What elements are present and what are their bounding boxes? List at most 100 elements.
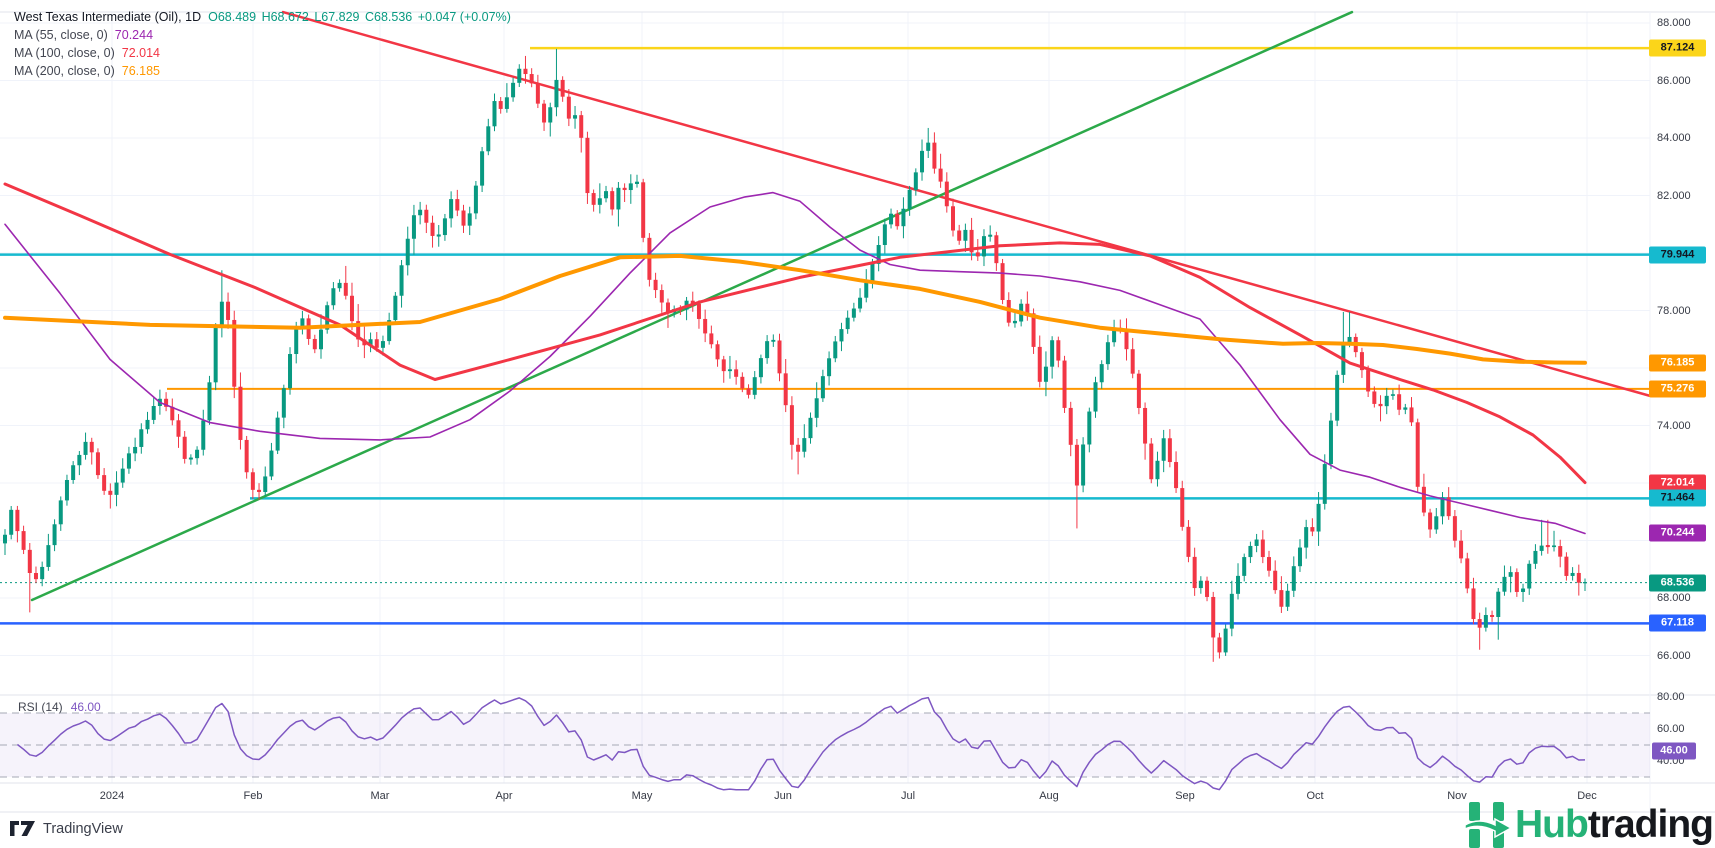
candle-body xyxy=(777,340,782,374)
candle-body xyxy=(864,282,869,298)
candle-body xyxy=(839,329,844,342)
price-level-tag: 72.014 xyxy=(1649,474,1706,492)
candle-body xyxy=(957,230,962,241)
candle-body xyxy=(1576,572,1581,583)
candle-body xyxy=(1304,527,1309,548)
candle-body xyxy=(932,142,937,169)
time-axis-label[interactable]: Sep xyxy=(1175,790,1195,802)
candle-body xyxy=(182,436,187,459)
candle-body xyxy=(356,321,361,340)
candle-body xyxy=(1322,464,1327,504)
candle-body xyxy=(703,318,708,334)
time-axis-label[interactable]: Apr xyxy=(495,790,513,802)
hub-word-green: Hub xyxy=(1515,803,1589,846)
candle-body xyxy=(1415,422,1420,487)
candle-body xyxy=(492,101,497,127)
candle-body xyxy=(653,279,658,291)
time-axis-label[interactable]: Jul xyxy=(900,790,916,802)
candle-body xyxy=(9,509,14,535)
candle-body xyxy=(27,549,32,573)
candle-body xyxy=(207,382,212,421)
candle-body xyxy=(1112,328,1117,343)
symbol-title-row: West Texas Intermediate (Oil), 1D O68.48… xyxy=(14,8,513,26)
candle-body xyxy=(1198,580,1203,589)
candle-body xyxy=(1155,460,1160,480)
price-axis-tick: 74.000 xyxy=(1657,419,1691,432)
moving-average-line[interactable] xyxy=(4,191,1586,535)
candle-body xyxy=(1167,438,1172,463)
candle-body xyxy=(511,82,516,98)
candle-body xyxy=(83,441,88,455)
candle-body xyxy=(926,142,931,151)
candle-body xyxy=(734,369,739,377)
time-axis-label[interactable]: 2024 xyxy=(99,790,125,802)
candle-body xyxy=(907,189,912,209)
candle-body xyxy=(944,181,949,207)
candle-body xyxy=(294,328,299,355)
candle-body xyxy=(1025,303,1030,314)
candle-body xyxy=(1459,540,1464,559)
candle-body xyxy=(504,97,509,109)
time-axis-label[interactable]: Jun xyxy=(774,790,792,802)
candle-body xyxy=(635,181,639,184)
candle-body xyxy=(1043,366,1048,382)
candle-body xyxy=(1068,407,1073,445)
candle-body xyxy=(554,79,559,108)
candle-body xyxy=(281,388,286,418)
moving-average-line[interactable] xyxy=(3,182,1587,485)
candle-body xyxy=(1452,516,1457,541)
candle-body xyxy=(641,182,646,238)
ma55-value: 70.244 xyxy=(114,28,154,42)
candle-body xyxy=(597,198,602,205)
candle-body xyxy=(1434,516,1439,530)
candle-body xyxy=(1149,443,1154,480)
price-level-tag: 79.944 xyxy=(1649,246,1706,264)
time-axis-label[interactable]: Dec xyxy=(1577,790,1597,802)
candle-body xyxy=(1229,593,1234,629)
price-level-tag: 87.124 xyxy=(1649,39,1706,57)
candle-body xyxy=(709,333,714,345)
candle-body xyxy=(573,115,578,119)
descending-trendline[interactable] xyxy=(281,10,1652,398)
candle-body xyxy=(238,386,243,440)
candle-body xyxy=(1223,628,1228,653)
candle-body xyxy=(1124,328,1129,350)
candle-body xyxy=(133,446,138,454)
candle-body xyxy=(380,341,385,348)
time-axis-label[interactable]: Aug xyxy=(1039,790,1059,802)
rsi-value: 46.00 xyxy=(70,700,101,714)
candle-body xyxy=(300,318,305,329)
time-axis-label[interactable]: Mar xyxy=(370,790,390,802)
candle-body xyxy=(405,238,410,266)
candle-body xyxy=(1267,557,1271,571)
candle-body xyxy=(108,490,113,495)
tradingview-attribution-link[interactable]: TradingView xyxy=(10,820,123,837)
symbol-legend: West Texas Intermediate (Oil), 1D O68.48… xyxy=(14,8,513,80)
candle-body xyxy=(213,327,218,383)
candle-body xyxy=(1297,547,1302,567)
candle-body xyxy=(1056,340,1061,361)
candle-body xyxy=(1514,572,1519,592)
candle-body xyxy=(808,417,813,439)
candle-body xyxy=(331,288,336,306)
candle-body xyxy=(1366,370,1371,392)
candle-body xyxy=(1347,336,1352,344)
candle-body xyxy=(796,444,801,452)
candle-body xyxy=(374,339,379,348)
candle-body xyxy=(1477,619,1482,628)
candle-body xyxy=(665,302,670,313)
candle-body xyxy=(1254,539,1259,546)
time-axis-label[interactable]: Oct xyxy=(1306,790,1324,802)
candle-body xyxy=(895,213,900,227)
moving-average-line[interactable] xyxy=(3,253,1587,365)
time-axis-label[interactable]: Feb xyxy=(243,790,263,802)
rsi-line[interactable] xyxy=(16,696,1586,791)
time-axis-label[interactable]: Nov xyxy=(1447,790,1467,802)
time-axis-label[interactable]: May xyxy=(631,790,653,802)
candle-body xyxy=(89,441,94,453)
candle-body xyxy=(715,344,720,360)
symbol-title: West Texas Intermediate (Oil), 1D xyxy=(14,10,202,24)
candle-body xyxy=(1483,615,1488,628)
candle-body xyxy=(1161,438,1166,461)
